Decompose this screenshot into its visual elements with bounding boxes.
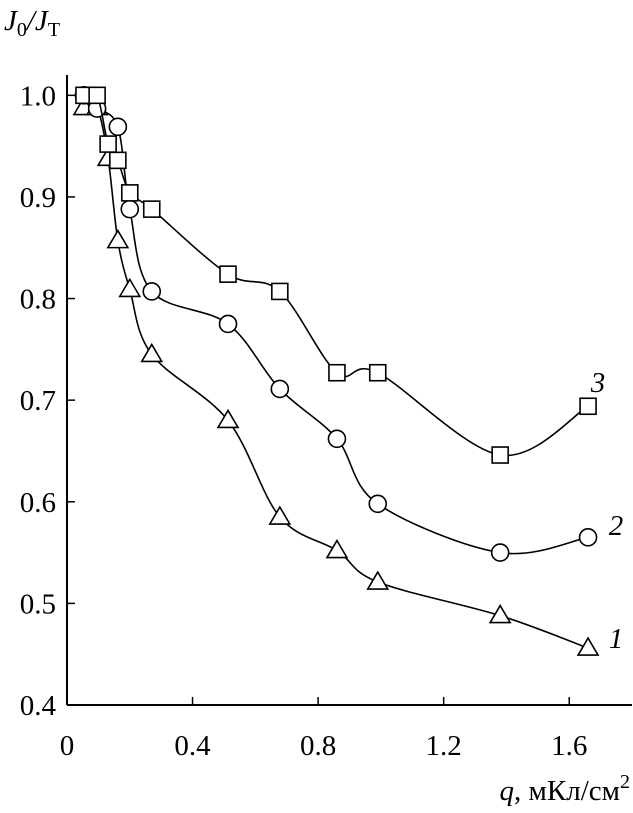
square-marker	[88, 86, 106, 105]
triangle-marker	[216, 408, 240, 429]
square-marker	[99, 135, 117, 153]
square-marker	[109, 151, 127, 170]
triangle-marker	[325, 538, 349, 559]
x-axis-label: q, мКл/см2	[500, 771, 630, 807]
circle-marker	[327, 429, 347, 449]
y-tick-label: 0.7	[20, 385, 56, 417]
y-tick-label: 0.5	[20, 588, 56, 620]
x-tick-label: 0.8	[300, 730, 336, 762]
circle-marker	[368, 494, 388, 514]
square-marker	[491, 446, 509, 464]
square-marker	[368, 363, 387, 382]
circle-marker	[578, 528, 598, 547]
y-label-part: /J	[25, 5, 49, 37]
y-tick-label: 0.6	[20, 487, 56, 519]
triangle-marker	[106, 229, 130, 249]
x-label-part: , мКл/см	[514, 775, 620, 807]
y-axis-label: J0/JT	[4, 5, 60, 41]
y-tick-label: 0.8	[20, 284, 56, 316]
square-marker	[142, 200, 161, 218]
x-tick-label: 0	[60, 730, 75, 762]
x-label-part: 2	[620, 771, 630, 793]
y-tick-label: 0.4	[20, 690, 57, 722]
circle-marker	[120, 199, 140, 219]
triangle-marker	[140, 342, 164, 363]
triangle-marker	[118, 277, 142, 298]
y-label-part: T	[48, 19, 60, 41]
triangle-marker	[576, 636, 600, 656]
square-marker	[579, 397, 597, 416]
y-tick-label: 0.9	[20, 182, 56, 214]
x-label-part: q	[500, 775, 515, 807]
series-line	[83, 90, 589, 457]
x-tick-label: 0.4	[174, 730, 211, 762]
series-label: 2	[609, 510, 624, 542]
y-label-part: J	[4, 5, 18, 37]
triangle-marker	[366, 570, 390, 590]
triangle-marker	[268, 505, 292, 525]
circle-marker	[218, 314, 238, 334]
series-label: 1	[609, 623, 624, 655]
y-tick-label: 1.0	[20, 80, 56, 112]
series-line	[83, 94, 589, 555]
square-marker	[271, 282, 289, 301]
square-marker	[219, 265, 237, 283]
circle-marker	[142, 282, 162, 301]
circle-marker	[490, 543, 510, 562]
square-marker	[328, 363, 346, 382]
x-tick-label: 1.6	[551, 730, 587, 762]
y-label-part: 0	[17, 19, 27, 41]
circle-marker	[108, 117, 128, 137]
square-marker	[120, 184, 139, 202]
circle-marker	[270, 379, 290, 399]
x-tick-label: 1.2	[426, 730, 462, 762]
triangle-marker	[488, 604, 512, 624]
series-label: 3	[590, 367, 606, 399]
